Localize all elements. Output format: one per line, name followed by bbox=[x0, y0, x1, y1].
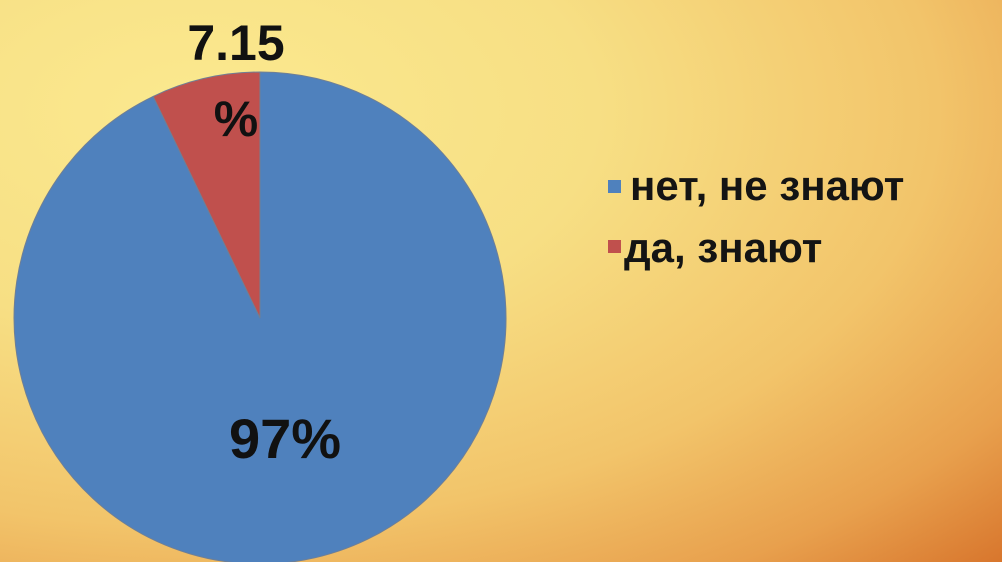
pie-slices bbox=[13, 71, 507, 562]
data-label-slice-1: 97% bbox=[229, 407, 341, 470]
legend-label-2: да, знают bbox=[624, 224, 822, 271]
pie-slice-2 bbox=[152, 71, 261, 319]
data-label-slice-2-line-1: 7.15 bbox=[187, 15, 284, 71]
legend-label-1: нет, не знают bbox=[630, 162, 904, 209]
data-label-slice-2-line-2: % bbox=[214, 91, 258, 147]
legend: нет, не знают да, знают bbox=[608, 162, 904, 271]
legend-swatch-2 bbox=[608, 240, 621, 253]
legend-swatch-1 bbox=[608, 180, 621, 193]
pie-slice-1 bbox=[13, 71, 507, 562]
